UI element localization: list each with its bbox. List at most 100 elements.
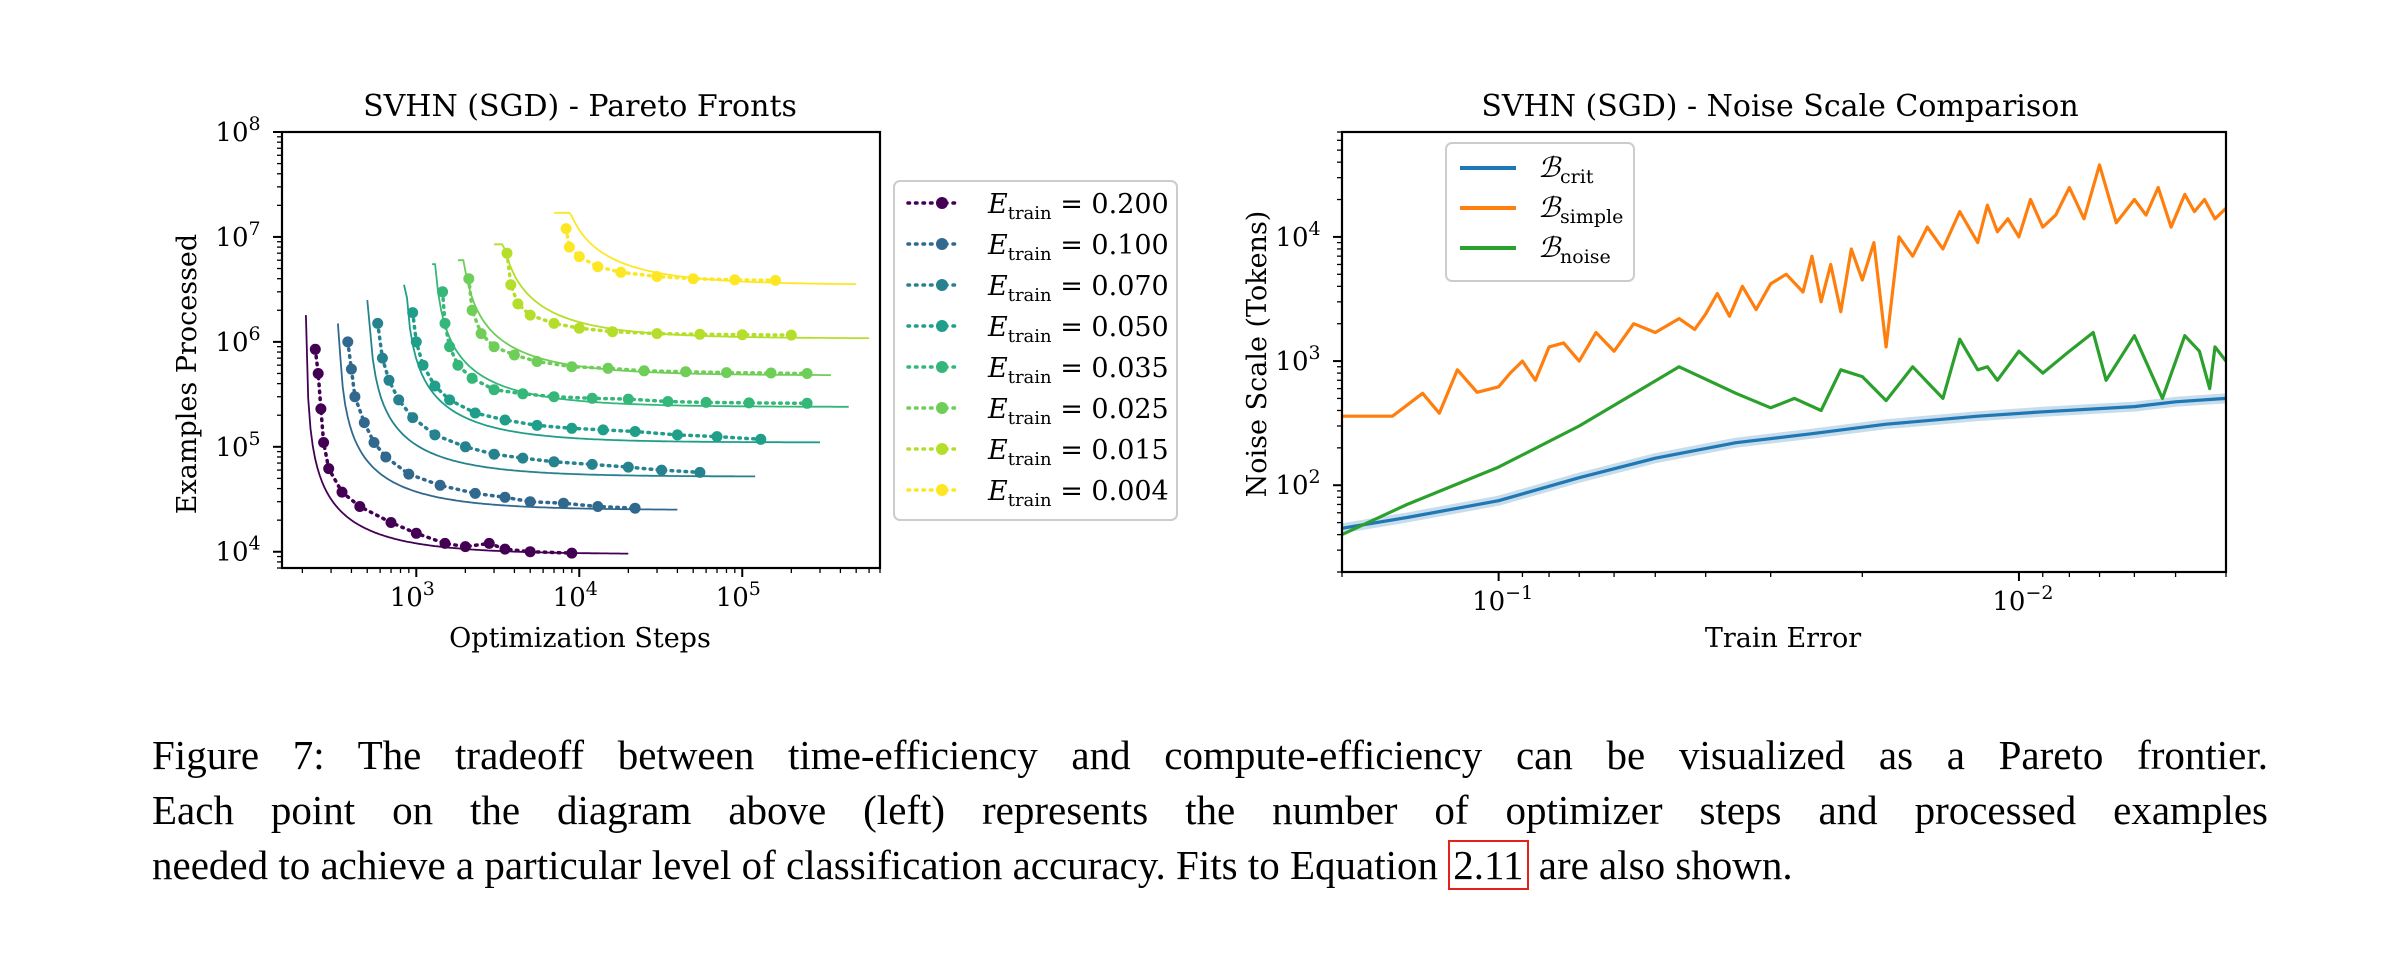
pareto-legend-marker-0	[936, 197, 948, 209]
pareto-plot-area	[305, 211, 870, 559]
noise-series-line-crit	[1342, 396, 2226, 530]
pareto-point-4-5	[488, 384, 500, 396]
pareto-point-3-0	[407, 307, 419, 319]
pareto-legend-entries: Etrain = 0.200 Etrain = 0.100 Etrain = 0.0…	[906, 189, 1169, 511]
noise-y-tick-label: 103	[1275, 342, 1320, 377]
pareto-series-line-1	[346, 340, 637, 510]
pareto-legend-label-6: Etrain = 0.015	[987, 435, 1169, 470]
pareto-point-1-7	[434, 479, 446, 491]
pareto-point-5-10	[721, 367, 732, 379]
pareto-legend-label-7: Etrain = 0.004	[987, 476, 1169, 511]
pareto-point-5-1	[466, 304, 478, 316]
pareto-point-2-5	[429, 429, 441, 441]
noise-series-line-simple	[1342, 163, 2226, 418]
pareto-point-1-12	[592, 501, 604, 512]
pareto-point-7-5	[651, 271, 663, 282]
pareto-point-0-4	[323, 463, 335, 475]
pareto-y-tick-label: 106	[215, 323, 260, 358]
pareto-point-4-9	[622, 393, 634, 405]
pareto-fit-curve-2	[366, 300, 756, 478]
noise-y-tick-label: 102	[1275, 466, 1320, 501]
pareto-point-4-13	[801, 397, 813, 409]
pareto-point-5-4	[508, 349, 520, 361]
noise-y-tick-label: 104	[1275, 218, 1320, 253]
pareto-point-5-12	[801, 368, 813, 379]
pareto-legend-label-4: Etrain = 0.035	[987, 353, 1169, 388]
caption-line-3: needed to achieve a particular level of …	[152, 838, 2268, 893]
pareto-point-1-5	[380, 451, 392, 463]
pareto-x-tick-label: 105	[716, 578, 761, 613]
pareto-x-tick-label: 104	[553, 578, 598, 613]
pareto-point-1-0	[342, 336, 354, 348]
pareto-axes: 103 104 105 104 105 106 107 108	[215, 113, 881, 613]
pareto-point-7-2	[573, 251, 585, 263]
pareto-point-0-7	[385, 517, 397, 528]
noise-legend-label-noise: ℬnoise	[1538, 231, 1611, 268]
pareto-point-3-12	[711, 431, 723, 443]
pareto-point-5-5	[531, 356, 543, 367]
pareto-point-7-1	[563, 241, 575, 253]
pareto-point-0-10	[459, 541, 471, 553]
pareto-plot-frame	[280, 130, 882, 570]
pareto-legend-frame	[893, 180, 1178, 521]
pareto-legend-label-2: Etrain = 0.070	[987, 271, 1169, 306]
pareto-point-3-3	[429, 380, 441, 392]
pareto-point-0-2	[315, 403, 327, 415]
pareto-point-1-8	[469, 487, 481, 499]
pareto-point-0-11	[483, 537, 495, 549]
pareto-point-1-11	[558, 497, 569, 509]
pareto-y-axis-label: Examples Processed	[172, 234, 203, 514]
pareto-fit-curve-7	[554, 211, 857, 285]
pareto-legend-marker-2	[936, 279, 948, 291]
pareto-point-1-2	[349, 391, 361, 403]
pareto-series-line-3	[410, 310, 763, 442]
pareto-point-4-4	[466, 372, 478, 384]
pareto-point-0-1	[312, 368, 324, 379]
pareto-legend-marker-5	[936, 402, 948, 414]
pareto-point-3-6	[499, 414, 511, 426]
pareto-legend: Etrain = 0.200 Etrain = 0.100 Etrain = 0.0…	[893, 180, 1178, 521]
pareto-point-2-0	[372, 317, 384, 329]
equation-reference-link[interactable]: 2.11	[1448, 840, 1529, 890]
noise-chart-title: SVHN (SGD) - Noise Scale Comparison	[1481, 89, 2078, 124]
noise-x-tick-label: 10−2	[1992, 582, 2053, 617]
pareto-point-2-13	[694, 466, 706, 478]
caption-line-2: Each point on the diagram above (left) r…	[152, 787, 2268, 833]
pareto-point-2-4	[407, 412, 419, 424]
pareto-fit-curve-6	[494, 243, 870, 339]
pareto-point-4-7	[548, 391, 560, 403]
pareto-point-6-10	[785, 329, 797, 341]
noise-x-tick-label: 10−1	[1472, 582, 1533, 617]
pareto-point-2-1	[376, 352, 388, 364]
pareto-point-5-8	[638, 365, 650, 377]
pareto-y-tick-label: 108	[215, 113, 260, 148]
pareto-point-3-13	[755, 433, 767, 445]
pareto-point-1-13	[629, 502, 641, 514]
noise-series-line-noise	[1342, 330, 2226, 537]
pareto-x-axis-label: Optimization Steps	[449, 623, 711, 654]
noise-scale-chart: SVHN (SGD) - Noise Scale Comparison Nois…	[1242, 89, 2228, 654]
pareto-point-0-9	[439, 537, 451, 549]
noise-series-band-crit	[1342, 393, 2226, 534]
pareto-fit-curve-0	[305, 315, 629, 555]
pareto-series-line-7	[564, 226, 778, 283]
figure-caption: Figure 7: The tradeoff between time-effi…	[152, 728, 2268, 893]
pareto-point-6-7	[651, 328, 663, 340]
caption-line-1: Figure 7: The tradeoff between time-effi…	[152, 732, 2268, 778]
pareto-point-7-4	[615, 266, 627, 278]
noise-legend-label-crit: ℬcrit	[1538, 151, 1594, 188]
pareto-chart: SVHN (SGD) - Pareto Fronts Examples Proc…	[172, 89, 1178, 654]
pareto-point-5-3	[488, 341, 500, 353]
pareto-fit-curve-4	[432, 263, 849, 408]
pareto-point-0-5	[336, 486, 348, 498]
pareto-fit-curve-1	[337, 323, 678, 511]
caption-line-3-text: needed to achieve a particular level of …	[152, 842, 1439, 888]
pareto-point-3-4	[444, 394, 456, 406]
pareto-point-1-10	[524, 496, 536, 508]
pareto-point-4-12	[743, 397, 755, 409]
pareto-legend-marker-7	[936, 484, 948, 496]
pareto-point-3-9	[597, 424, 609, 436]
pareto-point-6-4	[548, 317, 560, 329]
noise-series-group	[1342, 163, 2226, 537]
